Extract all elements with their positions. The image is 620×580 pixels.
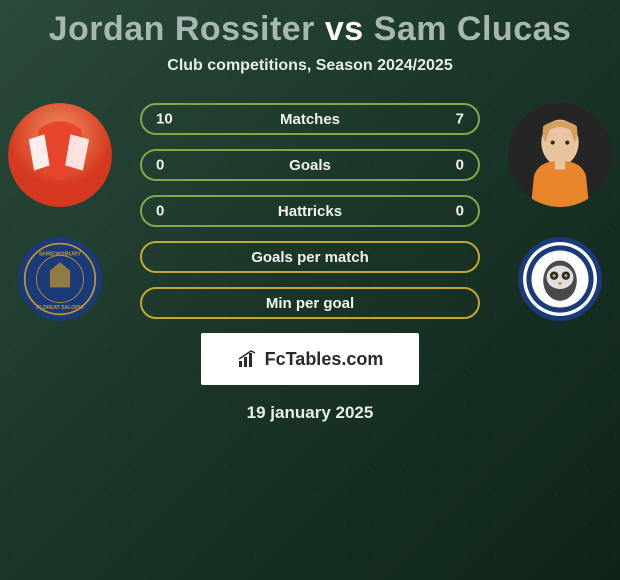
svg-text:FLOREAT SALOPIA: FLOREAT SALOPIA	[36, 305, 84, 311]
chart-icon	[237, 349, 261, 369]
stat-value-left: 0	[156, 157, 164, 174]
stat-label: Goals per match	[251, 249, 369, 266]
stat-label: Matches	[280, 111, 340, 128]
club1-badge: SHREWSBURY FLOREAT SALOPIA	[18, 237, 102, 321]
date-label: 19 january 2025	[10, 403, 610, 423]
stat-label: Hattricks	[278, 203, 342, 220]
player1-name: Jordan Rossiter	[49, 10, 315, 48]
fctables-logo: FcTables.com	[201, 333, 419, 385]
vs-label: vs	[325, 10, 364, 48]
stat-row-min-per-goal: Min per goal	[140, 287, 480, 319]
player2-photo	[508, 103, 612, 207]
stat-rows: 10 Matches 7 0 Goals 0 0 Hattricks 0 Goa…	[140, 103, 480, 319]
svg-text:SHREWSBURY: SHREWSBURY	[39, 251, 81, 257]
stat-value-left: 0	[156, 203, 164, 220]
stat-row-hattricks: 0 Hattricks 0	[140, 195, 480, 227]
stat-value-right: 7	[456, 111, 464, 128]
subtitle: Club competitions, Season 2024/2025	[0, 57, 620, 75]
stat-value-right: 0	[456, 157, 464, 174]
stat-row-goals-per-match: Goals per match	[140, 241, 480, 273]
player2-name: Sam Clucas	[374, 10, 572, 48]
stat-label: Min per goal	[266, 295, 354, 312]
stat-row-goals: 0 Goals 0	[140, 149, 480, 181]
stat-row-matches: 10 Matches 7	[140, 103, 480, 135]
stat-value-right: 0	[456, 203, 464, 220]
logo-text: FcTables.com	[265, 349, 384, 370]
stat-value-left: 10	[156, 111, 173, 128]
player1-photo	[8, 103, 112, 207]
comparison-title: Jordan Rossiter vs Sam Clucas	[0, 10, 620, 49]
club2-badge	[518, 237, 602, 321]
stat-label: Goals	[289, 157, 331, 174]
